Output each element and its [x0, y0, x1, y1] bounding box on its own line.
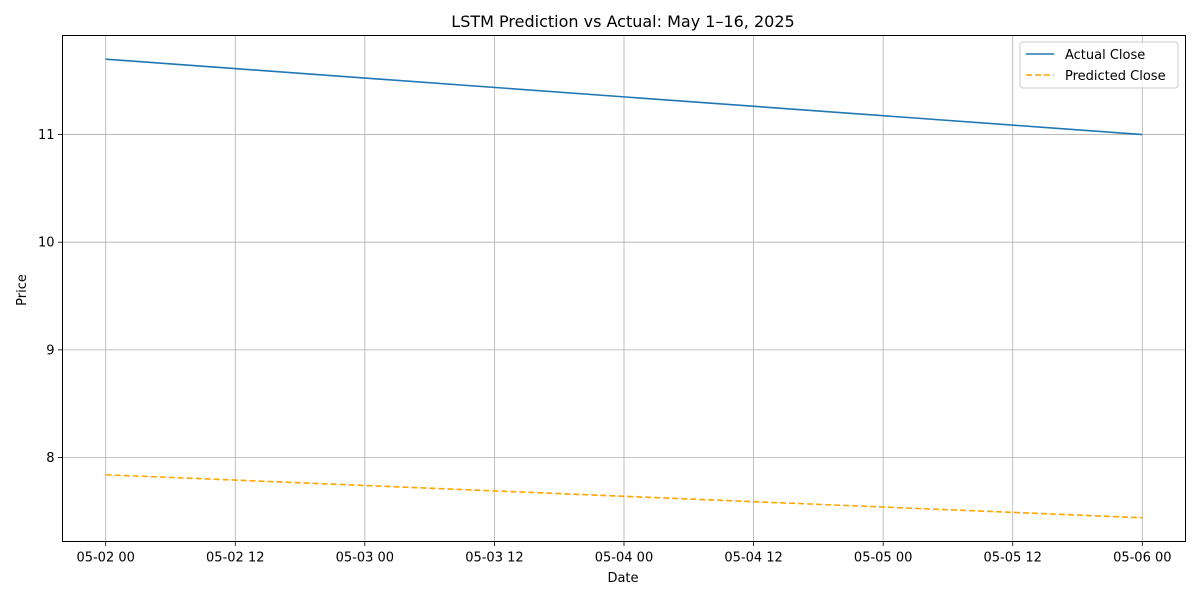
series-lines — [105, 58, 1143, 519]
series-line-actual-close — [105, 58, 1143, 136]
legend-label-actual: Actual Close — [1065, 48, 1145, 63]
y-tick-label: 8 — [46, 451, 54, 466]
chart-title: LSTM Prediction vs Actual: May 1–16, 202… — [451, 12, 794, 31]
legend-label-predicted: Predicted Close — [1065, 69, 1166, 84]
axis-ticks: 05-02 00 05-02 12 05-03 00 05-03 12 05-04 00… — [38, 128, 1172, 565]
x-tick-label: 05-03 00 — [336, 551, 394, 566]
x-axis-label: Date — [607, 571, 638, 586]
y-axis-label: Price — [15, 274, 30, 306]
legend-box — [1019, 41, 1179, 89]
y-tick-label: 11 — [38, 128, 55, 143]
x-tick-label: 05-06 00 — [1113, 551, 1171, 566]
legend: Actual Close Predicted Close — [1019, 41, 1179, 89]
x-tick-label: 05-03 12 — [465, 551, 523, 566]
y-tick-label: 9 — [46, 343, 54, 358]
x-tick-label: 05-04 12 — [724, 551, 782, 566]
x-tick-label: 05-04 00 — [595, 551, 653, 566]
x-tick-label: 05-05 12 — [984, 551, 1042, 566]
x-tick-label: 05-02 12 — [206, 551, 264, 566]
y-tick-label: 10 — [38, 236, 55, 251]
series-line-predicted-close — [105, 473, 1143, 519]
gridlines — [62, 35, 1186, 542]
x-tick-label: 05-02 00 — [76, 551, 134, 566]
x-tick-label: 05-05 00 — [854, 551, 912, 566]
